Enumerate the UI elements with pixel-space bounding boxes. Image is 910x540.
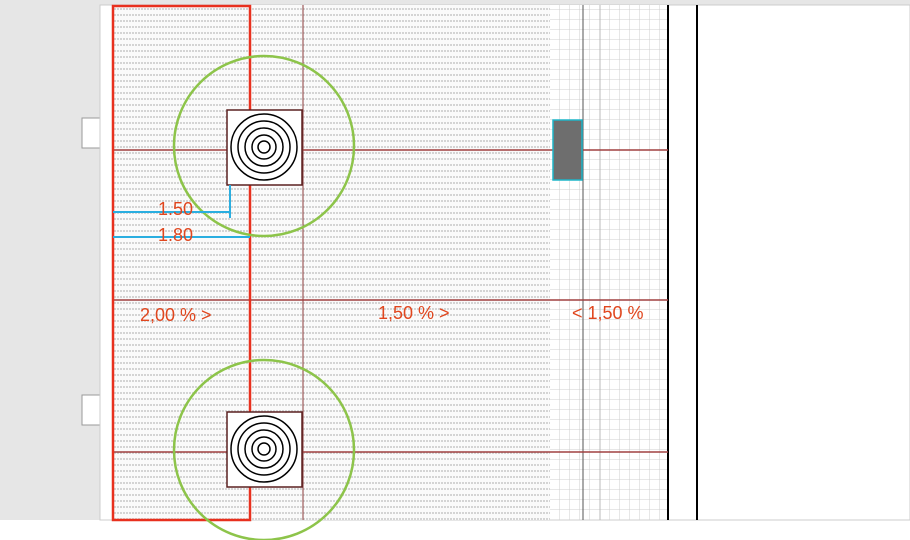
slope: 1,50 % > [378, 303, 450, 323]
paving [113, 5, 550, 520]
drain-1 [226, 109, 303, 186]
dimension: 1.50 [158, 199, 193, 219]
slope: 2,00 % > [140, 305, 212, 325]
dimension: 1.80 [158, 225, 193, 245]
slope: < 1,50 % [572, 303, 644, 323]
radius [172, 358, 356, 540]
drain-2 [226, 411, 303, 488]
tiles [550, 5, 668, 520]
zone [111, 4, 252, 522]
fixture [552, 119, 583, 181]
radius [172, 54, 356, 238]
dimension-lines [113, 185, 250, 238]
